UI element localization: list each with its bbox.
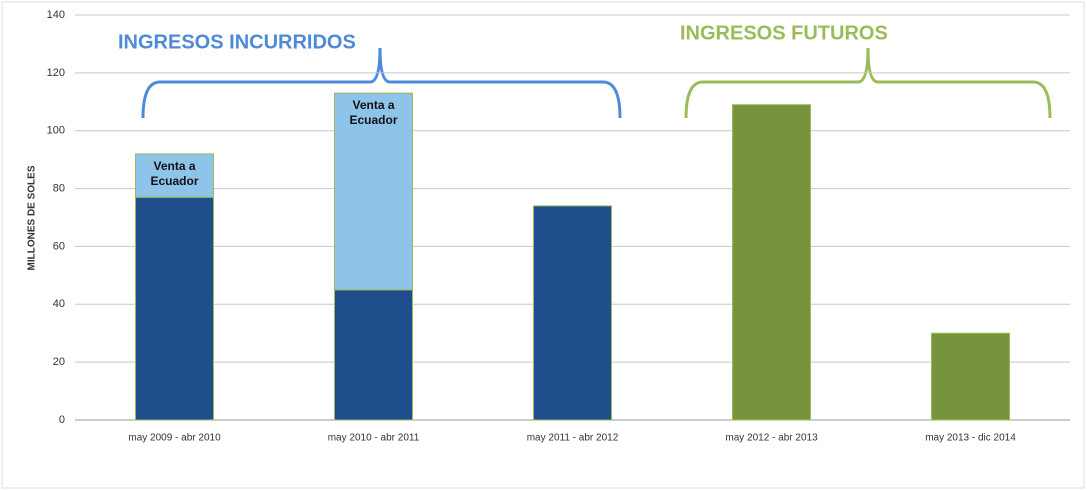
y-tick-label: 140 (47, 9, 65, 21)
y-tick-label: 60 (53, 240, 65, 252)
bar-segment (135, 196, 214, 421)
x-tick-label: may 2013 - dic 2014 (925, 433, 1016, 444)
bar-segment (732, 104, 811, 421)
segment-label: Venta a Ecuador (349, 98, 398, 128)
bar-segment (135, 153, 214, 198)
bar-segment (931, 332, 1010, 421)
segment-label: Venta a Ecuador (150, 158, 199, 188)
bracket (684, 47, 1052, 119)
x-tick-label: may 2012 - abr 2013 (725, 433, 818, 444)
x-tick-label: may 2010 - abr 2011 (328, 433, 420, 444)
annotation: INGRESOS FUTUROS (680, 22, 888, 44)
bar-segment (334, 289, 413, 421)
y-tick-label: 20 (53, 356, 65, 368)
x-tick-label: may 2009 - abr 2010 (128, 433, 221, 444)
bar-segment (533, 205, 612, 421)
annotation: INGRESOS INCURRIDOS (118, 31, 356, 53)
y-tick-label: 100 (47, 125, 65, 137)
y-tick-label: 0 (59, 414, 65, 426)
bracket (141, 47, 622, 119)
y-axis-label: MILLONES DE SOLES (27, 165, 38, 270)
x-tick-label: may 2011 - abr 2012 (527, 433, 619, 444)
y-tick-label: 40 (53, 298, 65, 310)
y-tick-label: 80 (53, 182, 65, 194)
bar-segment (334, 92, 413, 291)
y-tick-label: 120 (47, 67, 65, 79)
